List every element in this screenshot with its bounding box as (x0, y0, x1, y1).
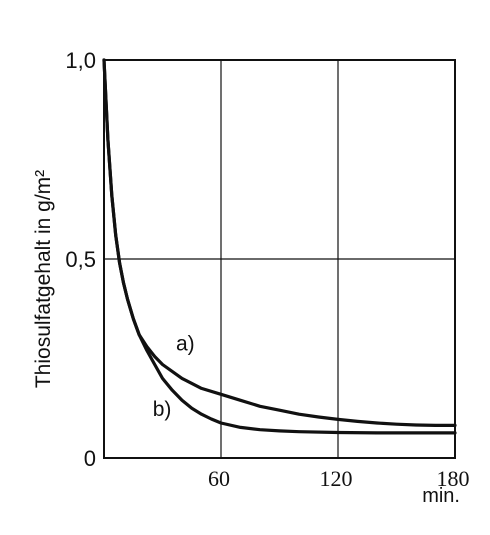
grid (104, 60, 455, 458)
x-tick-label: 180 (437, 466, 470, 491)
x-tick-label: 120 (320, 466, 353, 491)
series-label: b) (153, 398, 172, 421)
y-axis-label: Thiosulfatgehalt in g/m² (32, 170, 55, 388)
x-tick-label: 60 (208, 466, 230, 491)
y-tick-label: 1,0 (65, 48, 96, 73)
y-tick-label: 0 (84, 446, 96, 471)
series-label: a) (176, 333, 195, 356)
series-line (102, 58, 457, 435)
series-group: a) b) (102, 58, 457, 435)
x-axis-unit: min. (422, 485, 460, 507)
plot-frame (103, 59, 456, 459)
y-tick-label: 0,5 (65, 247, 96, 272)
label-group: 0 0,5 1,0 60 120 180 (65, 48, 469, 491)
